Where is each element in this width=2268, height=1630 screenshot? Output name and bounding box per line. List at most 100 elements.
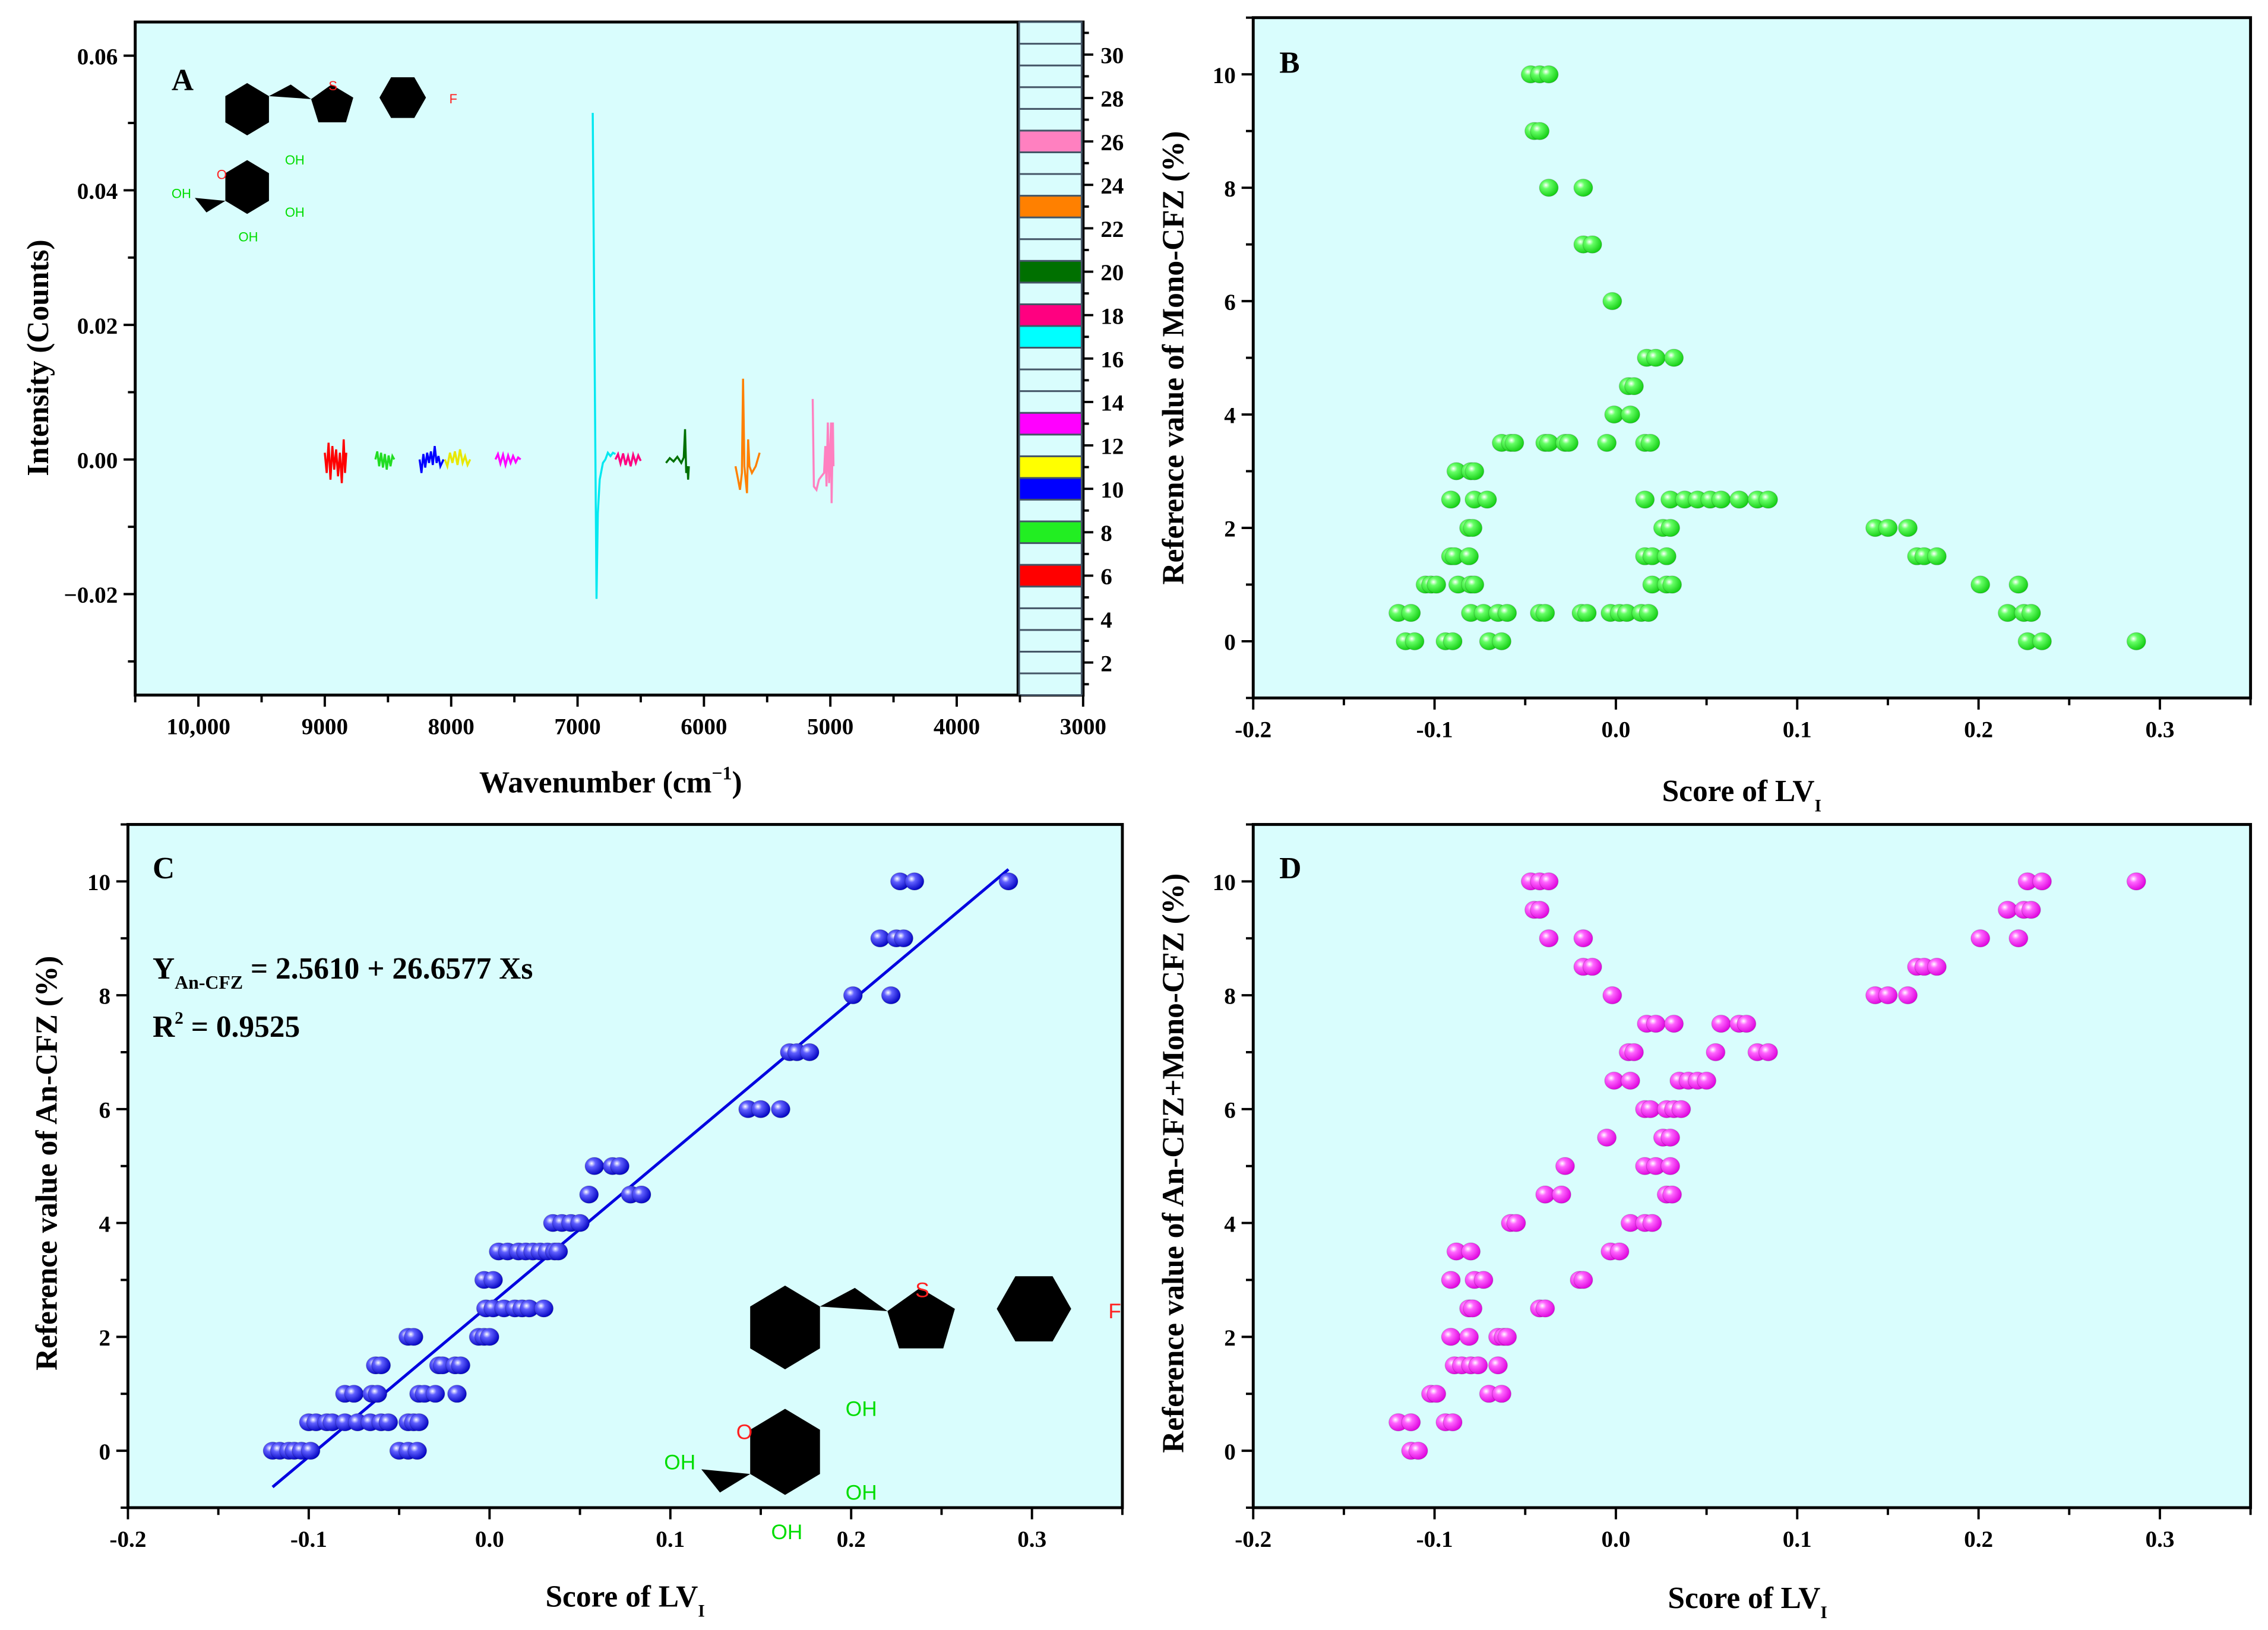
y-tick-label: 4 — [99, 1211, 110, 1237]
x-tick-label: -0.2 — [1235, 1527, 1271, 1552]
panel-c-y-label: Reference value of An-CFZ (%) — [30, 956, 64, 1371]
data-point — [1697, 1071, 1717, 1090]
colorbar-cell-21 — [1018, 238, 1083, 262]
label-oh-4: OH — [664, 1451, 695, 1474]
spectrum-interval-8 — [374, 451, 396, 470]
colorbar-cell-13 — [1018, 412, 1083, 436]
data-point — [2032, 632, 2052, 651]
x-tick-label: -0.1 — [1416, 717, 1453, 743]
x-tick-label: 0.3 — [2145, 717, 2174, 743]
data-point — [1624, 377, 1644, 395]
molecule-structure-icon: S F O OH OH OH OH — [664, 1246, 1121, 1544]
label-oh-1: OH — [285, 153, 305, 167]
data-point — [2126, 872, 2146, 891]
x-tick-label: -0.2 — [1235, 717, 1271, 743]
data-point — [1459, 547, 1479, 566]
data-point — [1408, 1441, 1428, 1460]
data-point — [1464, 462, 1485, 480]
data-point — [2008, 929, 2029, 948]
data-point — [843, 986, 863, 1005]
data-point — [1671, 1100, 1691, 1119]
x-tick-label: 0.3 — [1017, 1527, 1046, 1552]
data-point — [2021, 603, 2041, 622]
data-point — [300, 1441, 321, 1460]
data-point — [548, 1242, 568, 1261]
colorbar-cell-31 — [1018, 21, 1083, 45]
panel-d-letter: D — [1279, 852, 1301, 885]
colorbar-cell-26 — [1018, 129, 1083, 153]
data-point — [610, 1157, 630, 1176]
y-tick-label: 0 — [99, 1439, 110, 1465]
panel-a-letter: A — [172, 64, 194, 97]
data-point — [1577, 603, 1597, 622]
label-oh-1: OH — [846, 1397, 877, 1420]
spectrum-interval-6 — [324, 439, 347, 483]
data-point — [1573, 929, 1593, 948]
label-oh-2: OH — [846, 1481, 877, 1504]
molecule-structure-icon: S F O OH OH OH OH — [172, 58, 457, 245]
colorbar-cell-22 — [1018, 216, 1083, 240]
data-point — [1620, 1071, 1640, 1090]
label-o: O — [736, 1420, 752, 1444]
data-point — [1646, 1014, 1666, 1033]
y-tick-label: 10 — [1213, 870, 1236, 895]
x-tick-label: 9000 — [302, 714, 348, 740]
data-point — [579, 1185, 599, 1204]
y-tick-label: 8 — [1224, 176, 1236, 202]
data-point — [371, 1356, 391, 1375]
data-point — [1539, 872, 1559, 891]
data-point — [1573, 1271, 1593, 1289]
data-point — [451, 1356, 471, 1375]
data-point — [1443, 1413, 1463, 1432]
data-point — [1506, 1214, 1526, 1232]
colorbar-cell-5 — [1018, 585, 1083, 609]
data-point — [1711, 1014, 1731, 1033]
panel-c-axes: -0.2 -0.1 0.0 0.1 0.2 0.3 0 2 4 6 8 10 — [87, 823, 1124, 1552]
data-point — [1463, 1299, 1483, 1318]
y-tick-label: 2 — [99, 1325, 110, 1351]
data-point — [1463, 518, 1483, 537]
x-tick-label: 7000 — [554, 714, 600, 740]
label-oh-3: OH — [771, 1521, 802, 1544]
colorbar-cell-29 — [1018, 64, 1083, 88]
colorbar-cell-16 — [1018, 347, 1083, 371]
data-point — [584, 1157, 605, 1176]
colorbar-tick-label: 20 — [1100, 260, 1124, 286]
label-oh-2: OH — [285, 205, 305, 220]
data-point — [1582, 957, 1602, 976]
data-point — [1620, 405, 1640, 424]
x-tick-label: 10,000 — [166, 714, 230, 740]
data-point — [1468, 1356, 1488, 1375]
panel-c: -0.2 -0.1 0.0 0.1 0.2 0.3 0 2 4 6 8 10 S F O OH OH … — [30, 822, 1124, 1621]
colorbar-cell-23 — [1018, 195, 1083, 219]
y-tick-label: 10 — [87, 870, 110, 895]
data-point — [1664, 1014, 1684, 1033]
label-o: O — [217, 167, 227, 182]
data-point — [2008, 575, 2029, 594]
colorbar-tick-label: 14 — [1100, 391, 1124, 416]
data-point — [894, 929, 914, 948]
data-point — [1635, 490, 1655, 509]
data-point — [1441, 1328, 1461, 1346]
spectrum-interval-17 — [591, 113, 616, 599]
spectrum-interval-23 — [734, 378, 761, 493]
colorbar-tick-label: 24 — [1100, 173, 1124, 199]
data-point — [1504, 433, 1524, 452]
data-point — [1609, 1242, 1630, 1261]
data-point — [1401, 603, 1421, 622]
data-point — [403, 1328, 423, 1346]
x-tick-label: 5000 — [807, 714, 853, 740]
y-tick-label: 0.06 — [77, 44, 118, 69]
data-point — [1405, 632, 1425, 651]
colorbar-cell-3 — [1018, 629, 1083, 653]
data-point — [1539, 178, 1559, 197]
panel-d-plot-area — [1251, 822, 2253, 1509]
colorbar-cell-12 — [1018, 433, 1083, 457]
x-tick-label: 0.1 — [1783, 717, 1812, 743]
data-point — [1711, 490, 1731, 509]
x-tick-label: -0.1 — [1416, 1527, 1453, 1552]
data-point — [1441, 1271, 1461, 1289]
data-point — [344, 1384, 364, 1403]
